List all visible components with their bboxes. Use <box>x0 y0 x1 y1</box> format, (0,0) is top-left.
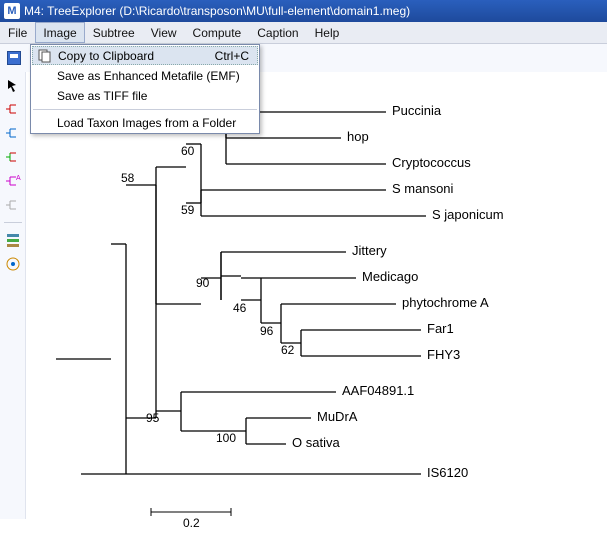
taxon-label: S japonicum <box>432 207 504 222</box>
title-bar: M M4: TreeExplorer (D:\Ricardo\transposo… <box>0 0 607 22</box>
menu-bar: FileImageSubtreeViewComputeCaptionHelp <box>0 22 607 44</box>
menu-separator <box>33 109 257 110</box>
bootstrap-value: 46 <box>233 301 246 315</box>
menu-subtree[interactable]: Subtree <box>85 22 143 43</box>
menu-view[interactable]: View <box>143 22 185 43</box>
menu-help[interactable]: Help <box>307 22 348 43</box>
taxon-label: AAF04891.1 <box>342 383 414 398</box>
window-title: M4: TreeExplorer (D:\Ricardo\transposon\… <box>24 4 410 18</box>
tree-a-icon[interactable]: A <box>4 172 22 190</box>
menu-save-emf[interactable]: Save as Enhanced Metafile (EMF) <box>31 66 259 86</box>
app-icon: M <box>4 3 20 19</box>
bootstrap-value: 60 <box>181 144 194 158</box>
leftstrip-separator <box>4 222 22 223</box>
taxon-label: S mansoni <box>392 181 453 196</box>
menu-copy-accel: Ctrl+C <box>215 49 249 63</box>
taxon-label: Cryptococcus <box>392 155 471 170</box>
taxon-label: O sativa <box>292 435 340 450</box>
save-button[interactable] <box>4 48 24 68</box>
disk-icon <box>7 51 21 65</box>
bars-icon[interactable] <box>4 231 22 249</box>
copy-icon <box>38 49 52 63</box>
taxon-label: Jittery <box>352 243 387 258</box>
bootstrap-value: 100 <box>216 431 236 445</box>
scale-label: 0.2 <box>183 516 200 530</box>
taxon-label: MuDrA <box>317 409 357 424</box>
circle-q-icon[interactable] <box>4 255 22 273</box>
menu-image[interactable]: Image <box>35 22 84 43</box>
taxon-label: Medicago <box>362 269 418 284</box>
bootstrap-value: 90 <box>196 276 209 290</box>
tree-blue-icon[interactable] <box>4 124 22 142</box>
tree-red-icon[interactable] <box>4 100 22 118</box>
taxon-label: Puccinia <box>392 103 441 118</box>
taxon-label: Far1 <box>427 321 454 336</box>
bootstrap-value: 59 <box>181 203 194 217</box>
menu-file[interactable]: File <box>0 22 35 43</box>
bootstrap-value: 95 <box>146 411 159 425</box>
menu-caption[interactable]: Caption <box>249 22 306 43</box>
menu-load-taxon-images[interactable]: Load Taxon Images from a Folder <box>31 113 259 133</box>
menu-copy-label: Copy to Clipboard <box>58 49 154 63</box>
left-tool-strip: A <box>0 72 26 519</box>
bootstrap-value: 58 <box>121 171 134 185</box>
svg-text:A: A <box>16 175 21 182</box>
image-menu-dropdown: Copy to Clipboard Ctrl+C Save as Enhance… <box>30 44 260 134</box>
tree-gray-icon[interactable] <box>4 196 22 214</box>
bootstrap-value: 62 <box>281 343 294 357</box>
tree-canvas: Puccinia hop Cryptococcus S mansoni S japoni… <box>26 72 607 519</box>
tree-mix-icon[interactable] <box>4 148 22 166</box>
menu-copy-clipboard[interactable]: Copy to Clipboard Ctrl+C <box>32 46 258 65</box>
taxon-label: IS6120 <box>427 465 468 480</box>
bootstrap-value: 96 <box>260 324 273 338</box>
menu-compute[interactable]: Compute <box>185 22 250 43</box>
arrow-icon[interactable] <box>4 76 22 94</box>
taxon-label: phytochrome A <box>402 295 489 310</box>
menu-save-tiff[interactable]: Save as TIFF file <box>31 86 259 106</box>
taxon-label: hop <box>347 129 369 144</box>
taxon-label: FHY3 <box>427 347 460 362</box>
